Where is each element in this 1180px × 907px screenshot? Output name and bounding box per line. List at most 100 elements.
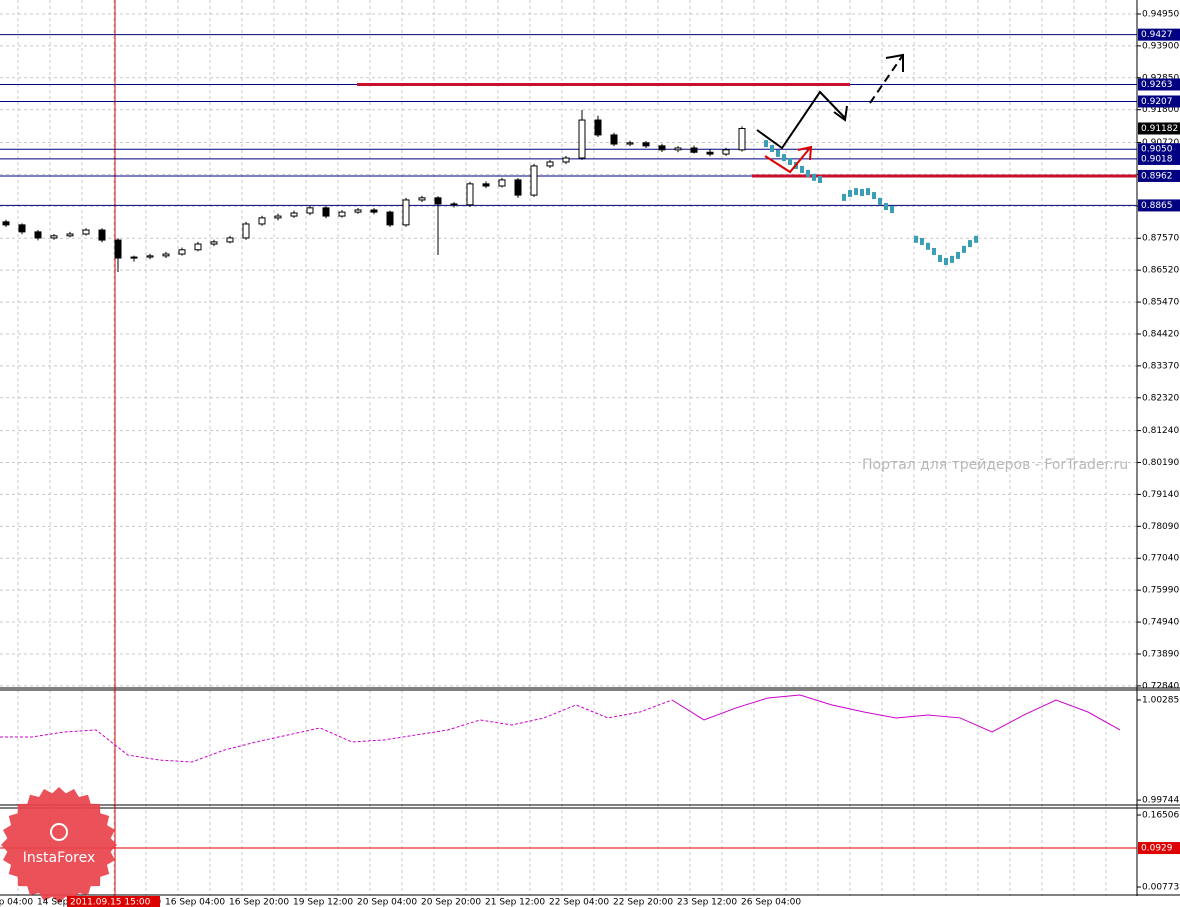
candle-body: [114, 239, 122, 259]
candle-body: [498, 179, 506, 187]
candle-body: [18, 224, 26, 233]
forecast-mark: [860, 189, 864, 197]
x-tick-label: 14 Sep 04:00: [0, 898, 33, 907]
y-tick-label: 0.84420: [1142, 329, 1179, 339]
candle-body: [146, 255, 154, 258]
candle-body: [210, 241, 218, 245]
y-tick-label: 1.00285: [1142, 695, 1179, 705]
arrow: [869, 54, 904, 104]
forecast-mark: [848, 189, 852, 197]
arrowhead: [797, 145, 813, 161]
forecast-mark: [776, 149, 780, 157]
y-tick-label: 0.00773: [1142, 883, 1179, 893]
candle-body: [306, 207, 314, 214]
candle-body: [370, 209, 378, 213]
price-label: 0.9018: [1141, 154, 1173, 164]
candle-body: [402, 199, 410, 226]
forecast-mark: [782, 154, 786, 162]
x-tick-label: 22 Sep 20:00: [613, 898, 673, 907]
marks: [0, 34, 1137, 849]
x-tick-label: 20 Sep 04:00: [357, 898, 417, 907]
price-label: 0.91182: [1141, 124, 1178, 134]
candle-body: [34, 231, 42, 239]
forecast-mark: [878, 197, 882, 205]
y-tick-label: 0.92850: [1142, 73, 1179, 83]
y-tick-label: 0.99744: [1142, 796, 1179, 806]
price-label-box: [1138, 152, 1180, 165]
candle-body: [354, 209, 362, 213]
y-tick-label: 0.16506: [1142, 811, 1179, 821]
price-label: 0.8962: [1141, 171, 1173, 181]
forecast-mark: [842, 193, 846, 201]
candle-body: [562, 157, 570, 163]
price-label-box: [1138, 842, 1180, 855]
candle-body: [626, 142, 634, 145]
logo-text: InstaForex: [23, 850, 96, 866]
candle-body: [482, 183, 490, 187]
candle-body: [322, 207, 330, 217]
candle-body: [546, 161, 554, 167]
price-label-box: [1138, 199, 1180, 212]
y-tick-label: 0.79140: [1142, 490, 1179, 500]
forecast-mark: [926, 242, 930, 250]
candle-body: [738, 128, 746, 151]
candle-body: [258, 217, 266, 225]
oscillator-line: [0, 699, 673, 763]
candle-body: [178, 249, 186, 255]
y-tick-label: 0.93900: [1142, 41, 1179, 51]
y-tick-label: 0.73890: [1142, 649, 1179, 659]
y-tick-label: 0.74940: [1142, 618, 1179, 628]
y-tick-label: 0.77040: [1142, 554, 1179, 564]
arrowhead: [885, 53, 904, 72]
arrow: [756, 90, 846, 150]
forecast-mark: [944, 258, 948, 265]
candle-body: [530, 165, 538, 196]
candle-body: [658, 145, 666, 151]
forecast-mark: [788, 158, 792, 166]
candle-body: [610, 134, 618, 145]
forecast-mark: [890, 206, 894, 214]
forecast-mark: [968, 240, 972, 248]
logo: InstaForex: [1, 787, 117, 903]
x-tick-label: 16 Sep 04:00: [165, 898, 225, 907]
y-tick-label: 0.83370: [1142, 361, 1179, 371]
candle-body: [66, 233, 74, 237]
candle-body: [706, 151, 714, 155]
candle-body: [98, 229, 106, 241]
forecast-mark: [866, 188, 870, 196]
candle-body: [50, 235, 58, 239]
x-tick-label: 23 Sep 12:00: [677, 898, 737, 907]
y-tick-label: 0.80190: [1142, 458, 1179, 468]
x-tick-label: 22 Sep 04:00: [549, 898, 609, 907]
x-tick-label: 20 Sep 20:00: [421, 898, 481, 907]
price-label: 0.9427: [1141, 30, 1173, 40]
price-label: 0.0929: [1141, 844, 1173, 854]
forecast-mark: [920, 237, 924, 245]
y-tick-label: 0.81240: [1142, 426, 1179, 436]
forecast-mark: [962, 245, 966, 253]
candle-body: [386, 211, 394, 226]
forecast-mark: [800, 165, 804, 173]
candle-body: [418, 197, 426, 201]
forecast-mark: [938, 254, 942, 262]
candle-body: [578, 119, 586, 159]
forecast-mark: [764, 140, 768, 148]
oscillator-line: [671, 694, 1121, 733]
y-tick-label: 0.90720: [1142, 138, 1179, 148]
forecast-mark: [812, 173, 816, 181]
price-label: 0.8865: [1141, 201, 1173, 211]
candle-body: [226, 237, 234, 243]
arrows: [756, 53, 904, 174]
forecast-mark: [914, 235, 918, 243]
y-tick-label: 0.78090: [1142, 522, 1179, 532]
y-tick-label: 0.85470: [1142, 298, 1179, 308]
candle-body: [2, 221, 10, 226]
x-tick-label: 19 Sep 12:00: [293, 898, 353, 907]
forecast-mark: [884, 202, 888, 210]
price-label-box: [1138, 143, 1180, 156]
candle-body: [642, 142, 650, 147]
candle-body: [690, 147, 698, 153]
candle-body: [242, 223, 250, 239]
